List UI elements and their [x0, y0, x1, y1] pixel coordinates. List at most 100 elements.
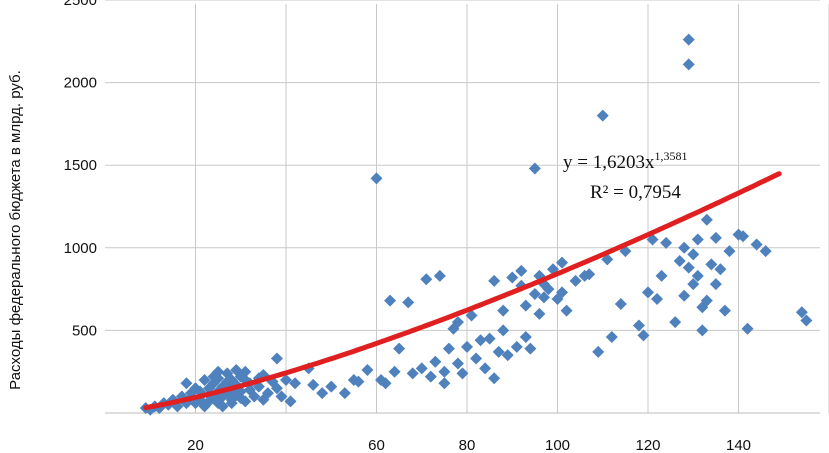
data-point	[501, 349, 514, 362]
data-point	[488, 372, 501, 385]
data-point	[655, 269, 668, 282]
data-point	[519, 299, 532, 312]
data-point	[709, 231, 722, 244]
data-point	[583, 268, 596, 281]
data-point	[682, 58, 695, 71]
data-point	[270, 352, 283, 365]
data-point	[678, 289, 691, 302]
data-point	[284, 395, 297, 408]
data-point	[542, 283, 555, 296]
data-point	[212, 365, 225, 378]
data-point	[433, 269, 446, 282]
data-point	[700, 294, 713, 307]
data-point	[483, 332, 496, 345]
data-point	[438, 377, 451, 390]
data-point	[239, 365, 252, 378]
data-point	[384, 294, 397, 307]
data-point	[614, 297, 627, 310]
data-point	[709, 278, 722, 291]
data-point	[442, 342, 455, 355]
data-point	[642, 286, 654, 299]
data-point	[307, 378, 320, 391]
data-point	[533, 307, 546, 320]
data-point	[212, 372, 225, 385]
data-point	[759, 245, 772, 258]
data-point	[429, 355, 442, 368]
trend-line	[143, 171, 782, 411]
r-squared-label: R² = 0,7954	[590, 182, 681, 203]
data-point	[248, 390, 261, 403]
data-point	[492, 345, 505, 358]
data-point	[451, 316, 464, 329]
data-point	[700, 213, 713, 226]
data-point	[316, 387, 329, 400]
data-point	[415, 362, 428, 375]
data-point	[569, 274, 582, 287]
data-point	[632, 319, 645, 332]
y-tick-label: 1500	[64, 157, 97, 174]
data-point	[470, 352, 483, 365]
data-point	[361, 364, 374, 377]
data-point	[682, 261, 695, 274]
data-point	[795, 306, 808, 319]
data-point	[225, 397, 238, 410]
data-point	[528, 288, 541, 301]
data-point	[596, 109, 609, 122]
data-point	[474, 334, 487, 347]
x-tick-label: 80	[459, 437, 476, 453]
x-tick-label: 120	[635, 437, 660, 453]
data-point	[696, 324, 709, 337]
data-point	[424, 370, 437, 383]
y-tick-label: 500	[72, 322, 97, 339]
data-point	[705, 258, 718, 271]
data-point	[560, 304, 573, 317]
data-point	[506, 271, 519, 284]
data-point	[605, 331, 618, 344]
data-point	[402, 296, 415, 309]
data-point	[461, 340, 473, 353]
data-point	[338, 387, 351, 400]
data-point	[497, 324, 510, 337]
y-tick-label: 1000	[64, 240, 97, 257]
data-point	[393, 342, 406, 355]
data-point	[519, 331, 532, 344]
y-axis-label: Расходы федерального бюджета в млрд. руб…	[7, 70, 24, 390]
data-point	[289, 377, 302, 390]
data-point	[687, 248, 700, 261]
data-point	[370, 172, 383, 185]
x-tick-label: 60	[368, 437, 385, 453]
y-tick-label: 2000	[64, 75, 97, 92]
data-point	[379, 377, 392, 390]
data-point	[637, 329, 650, 342]
data-point	[669, 316, 682, 329]
data-point	[800, 314, 813, 327]
data-point	[198, 373, 211, 386]
data-point	[678, 241, 691, 254]
data-point	[420, 273, 433, 286]
data-point	[465, 309, 478, 322]
data-point	[325, 380, 338, 393]
trend-equation-base: y = 1,6203x	[563, 152, 655, 173]
x-tick-label: 100	[545, 437, 570, 453]
data-points	[139, 33, 813, 416]
data-point	[592, 345, 605, 358]
data-point	[275, 390, 288, 403]
trend-equation-exponent: 1,3581	[654, 149, 687, 163]
data-point	[438, 365, 451, 378]
data-point	[488, 274, 501, 287]
data-point	[479, 362, 492, 375]
x-tick-label: 140	[726, 437, 751, 453]
data-point	[456, 367, 469, 380]
x-tick-label: 20	[187, 437, 204, 453]
data-point	[180, 377, 193, 390]
trend-equation: y = 1,6203x1,3581	[563, 149, 687, 173]
data-point	[556, 256, 569, 269]
data-point	[497, 304, 510, 317]
data-point	[723, 245, 736, 258]
data-point	[691, 269, 704, 282]
data-point	[750, 238, 763, 251]
data-point	[682, 33, 695, 46]
data-point	[714, 263, 727, 276]
y-tick-label: 2500	[64, 0, 97, 9]
data-point	[651, 293, 664, 306]
